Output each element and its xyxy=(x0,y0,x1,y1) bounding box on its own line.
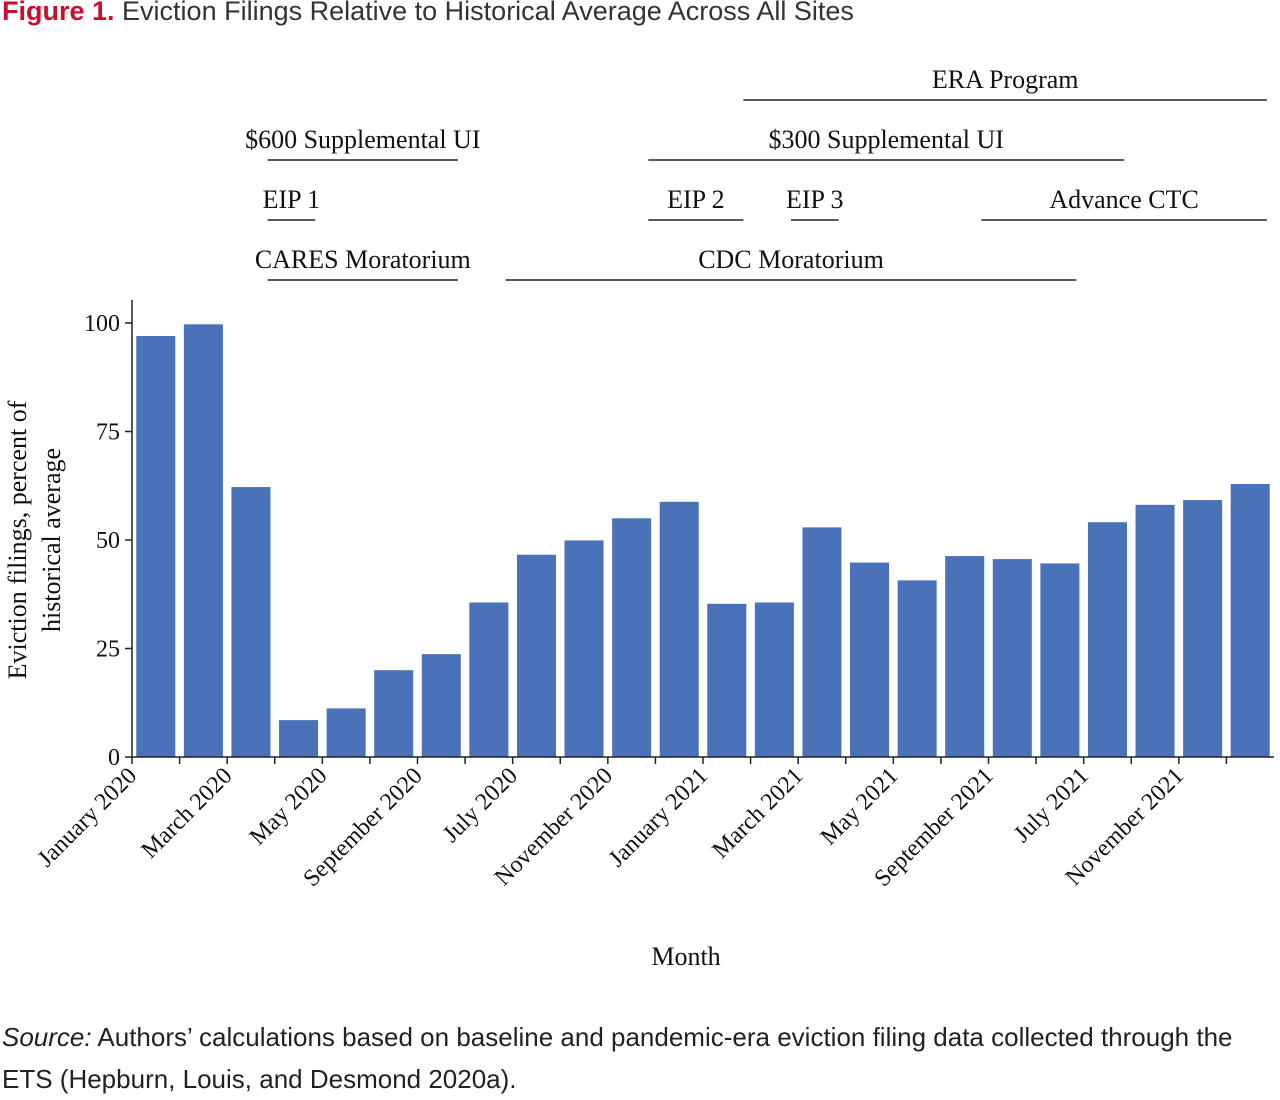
x-tick-label-may-2020: May 2020 xyxy=(245,763,333,851)
x-tick-label-may-2021: May 2021 xyxy=(816,763,904,851)
bar-december-2020 xyxy=(659,501,699,757)
bar-february-2020 xyxy=(183,324,223,757)
y-tick-label-50: 50 xyxy=(96,528,120,554)
bar-january-2020 xyxy=(136,336,176,757)
bar-october-2021 xyxy=(1135,504,1175,757)
bar-august-2021 xyxy=(1040,563,1080,757)
bar-january-2021 xyxy=(707,603,747,757)
bar-october-2020 xyxy=(564,540,604,757)
x-tick-label-january-2020: January 2020 xyxy=(33,763,142,872)
x-tick-label-march-2020: March 2020 xyxy=(137,763,238,864)
bar-march-2020 xyxy=(231,487,271,757)
y-tick-label-100: 100 xyxy=(84,311,120,337)
policy-periods: ERA Program $600 Supplemental UI $300 Supp… xyxy=(245,65,1267,281)
bar-july-2020 xyxy=(421,654,461,757)
x-axis-title: Month xyxy=(651,942,720,971)
x-tick-label-march-2021: March 2021 xyxy=(708,763,809,864)
bar-june-2020 xyxy=(374,670,414,757)
figure-label: Figure 1. xyxy=(2,0,115,26)
x-tick-label-july-2020: July 2020 xyxy=(438,763,523,848)
bar-november-2020 xyxy=(612,518,652,757)
policy-label-era-program: ERA Program xyxy=(932,65,1079,94)
source-note: Source: Authors’ calculations based on b… xyxy=(2,1016,1278,1100)
source-label: Source: xyxy=(2,1022,92,1052)
bar-august-2020 xyxy=(469,602,509,757)
bar-chart: ERA Program $600 Supplemental UI $300 Supp… xyxy=(3,65,1274,971)
bar-may-2021 xyxy=(897,580,937,757)
x-tick-label-july-2021: July 2021 xyxy=(1009,763,1094,848)
bars xyxy=(136,324,1270,757)
bar-april-2021 xyxy=(850,562,890,757)
bar-december-2021 xyxy=(1230,484,1270,757)
bar-march-2021 xyxy=(802,527,842,757)
bar-november-2021 xyxy=(1183,500,1223,757)
policy-label-eip-2: EIP 2 xyxy=(667,185,725,214)
policy-label-cdc-moratorium: CDC Moratorium xyxy=(698,245,884,274)
bar-july-2021 xyxy=(992,559,1032,757)
policy-label-eip-3: EIP 3 xyxy=(786,185,844,214)
bar-april-2020 xyxy=(279,720,319,757)
policy-label-cares-moratorium: CARES Moratorium xyxy=(255,245,471,274)
policy-label-eip-1: EIP 1 xyxy=(263,185,321,214)
y-tick-label-0: 0 xyxy=(108,745,120,771)
policy-label-300-supplemental-ui: $300 Supplemental UI xyxy=(768,125,1003,154)
y-axis-title-line-2: historical average xyxy=(37,448,66,632)
y-axis-title-line-1: Eviction filings, percent of xyxy=(3,400,32,679)
figure-title: Figure 1. Eviction Filings Relative to H… xyxy=(2,0,854,27)
policy-label-advance-ctc: Advance CTC xyxy=(1049,185,1198,214)
figure-title-text: Eviction Filings Relative to Historical … xyxy=(122,0,854,26)
bar-september-2021 xyxy=(1087,522,1127,757)
bar-may-2020 xyxy=(326,708,366,757)
y-tick-label-75: 75 xyxy=(96,420,120,446)
bar-june-2021 xyxy=(945,556,985,757)
bar-september-2020 xyxy=(516,554,556,757)
y-tick-label-25: 25 xyxy=(96,637,120,663)
policy-label-600-supplemental-ui: $600 Supplemental UI xyxy=(245,125,480,154)
bar-february-2021 xyxy=(754,602,794,757)
source-text: Authors’ calculations based on baseline … xyxy=(2,1022,1233,1094)
x-tick-label-january-2021: January 2021 xyxy=(604,763,713,872)
y-axis-title: Eviction filings, percent of historical … xyxy=(3,400,66,679)
